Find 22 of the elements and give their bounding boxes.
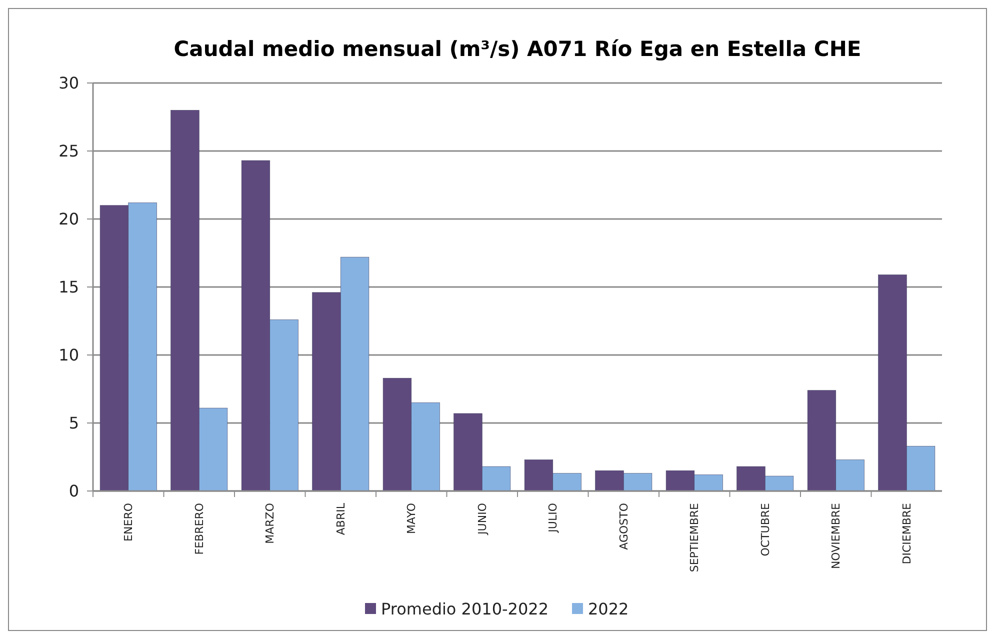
legend-label: 2022 [588,600,629,619]
x-tick-label: ABRIL [334,502,348,536]
y-tick-label: 15 [58,278,79,297]
y-tick-label: 30 [58,74,79,93]
y-tick-label: 10 [58,346,79,365]
legend-label: Promedio 2010-2022 [381,600,548,619]
y-tick-label: 25 [58,142,79,161]
y-tick-label: 5 [68,414,79,433]
x-tick-label: NOVIEMBRE [830,502,843,570]
x-tick-label: JULIO [546,502,560,534]
y-tick-label: 0 [68,482,79,501]
x-tick-label: MAYO [405,502,418,534]
x-tick-label: MARZO [264,502,277,544]
x-tick-label: AGOSTO [617,502,630,550]
x-tick-label: OCTUBRE [758,502,772,556]
x-tick-label: FEBRERO [192,502,206,555]
chart-title: Caudal medio mensual (m³/s) A071 Río Ega en Estella CHE [174,37,862,61]
x-tick-label: SEPTIEMBRE [688,502,702,572]
x-tick-label: ENERO [122,502,136,542]
x-tick-label: DICIEMBRE [900,502,914,564]
y-tick-label: 20 [58,210,79,229]
x-tick-label: JUNIO [476,502,489,536]
